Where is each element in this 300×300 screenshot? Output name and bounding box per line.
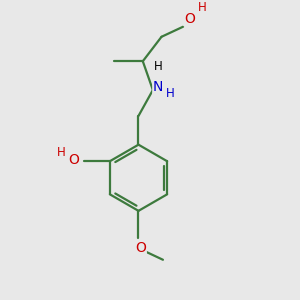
Text: N: N [153,80,163,94]
Text: H: H [154,60,163,73]
Text: O: O [135,241,146,255]
Text: H: H [166,87,175,100]
Text: H: H [56,146,65,158]
Text: O: O [184,12,195,26]
Text: H: H [198,1,207,14]
Text: O: O [68,153,79,167]
